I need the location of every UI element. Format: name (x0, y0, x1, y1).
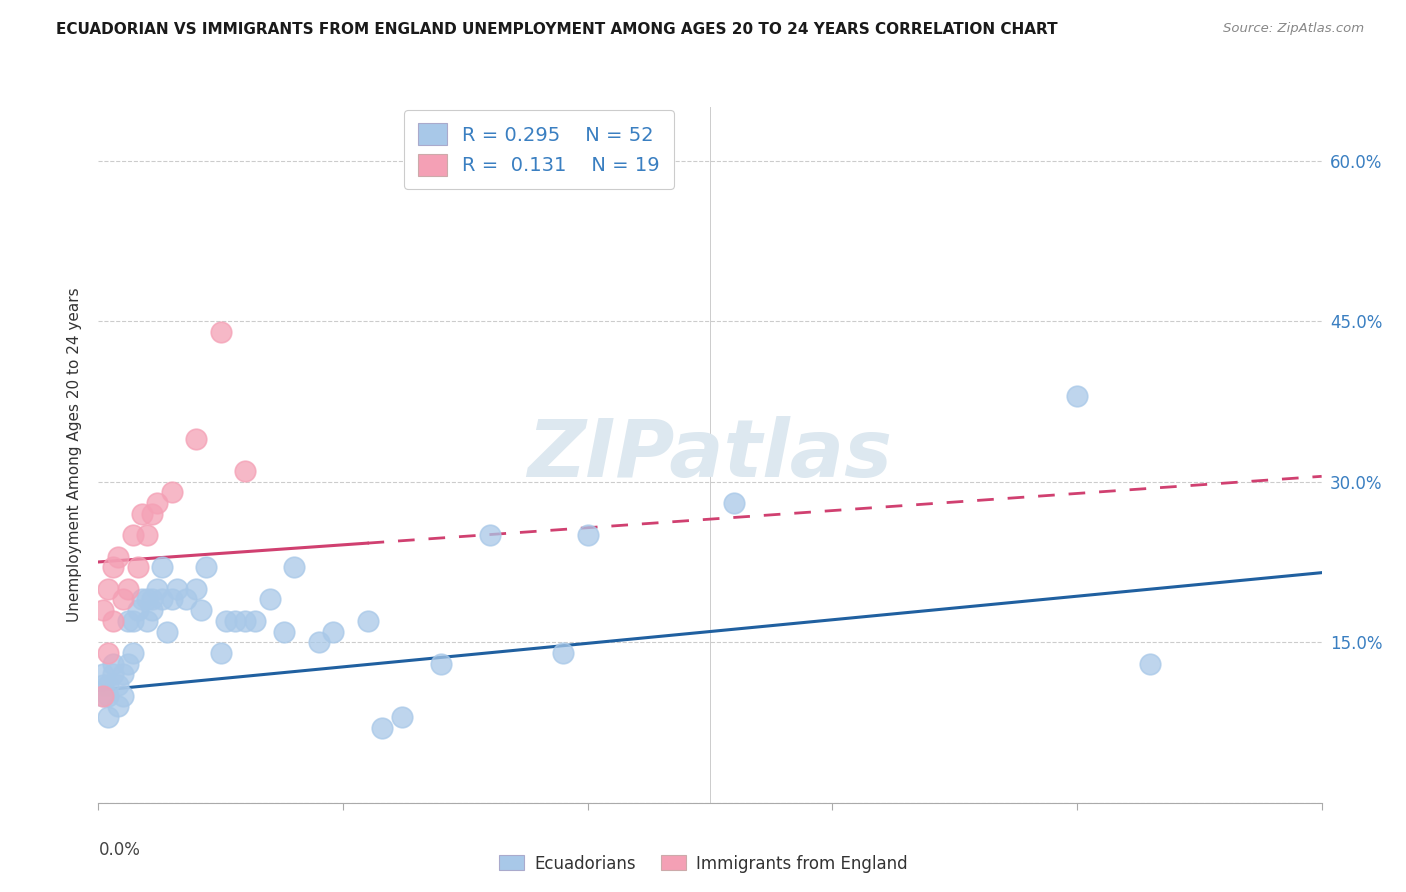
Point (97, 678, 120, 692)
Point (91, 603, 114, 617)
Point (121, 614, 143, 628)
Point (101, 614, 124, 628)
Point (141, 592, 163, 607)
Point (127, 603, 149, 617)
Point (97, 582, 120, 596)
Point (176, 592, 198, 607)
Point (107, 549, 129, 564)
Legend: Ecuadorians, Immigrants from England: Ecuadorians, Immigrants from England (492, 848, 914, 880)
Point (478, 528, 501, 542)
Point (121, 528, 143, 542)
Point (723, 496, 745, 510)
Point (101, 657, 124, 671)
Point (308, 635, 330, 649)
Point (107, 678, 129, 692)
Point (141, 507, 163, 521)
Point (111, 667, 134, 681)
Point (166, 582, 188, 596)
Point (131, 507, 153, 521)
Point (209, 646, 232, 660)
Point (136, 614, 159, 628)
Point (576, 528, 599, 542)
Point (160, 485, 183, 500)
Point (111, 592, 134, 607)
Point (156, 624, 179, 639)
Point (117, 614, 139, 628)
Point (97, 646, 120, 660)
Text: ZIPatlas: ZIPatlas (527, 416, 893, 494)
Point (127, 560, 149, 574)
Point (391, 710, 413, 724)
Point (1066, 389, 1088, 403)
Point (195, 560, 218, 574)
Point (121, 646, 143, 660)
Point (107, 699, 129, 714)
Point (186, 432, 208, 446)
Point (131, 592, 153, 607)
Point (136, 592, 159, 607)
Point (111, 689, 134, 703)
Point (101, 560, 124, 574)
Point (141, 603, 163, 617)
Point (273, 624, 295, 639)
Point (190, 603, 212, 617)
Text: Source: ZipAtlas.com: Source: ZipAtlas.com (1223, 22, 1364, 36)
Point (209, 325, 232, 339)
Point (214, 614, 236, 628)
Point (356, 614, 378, 628)
Point (117, 657, 139, 671)
Point (97, 689, 120, 703)
Point (160, 592, 183, 607)
Point (243, 614, 266, 628)
Point (146, 496, 169, 510)
Point (371, 721, 394, 735)
Point (553, 646, 575, 660)
Point (259, 592, 281, 607)
Point (117, 582, 139, 596)
Point (101, 667, 124, 681)
Point (91, 689, 114, 703)
Point (91, 667, 114, 681)
Y-axis label: Unemployment Among Ages 20 to 24 years: Unemployment Among Ages 20 to 24 years (67, 287, 83, 623)
Point (283, 560, 305, 574)
Point (136, 528, 159, 542)
Point (150, 592, 173, 607)
Point (91, 678, 114, 692)
Point (1139, 657, 1161, 671)
Point (322, 624, 344, 639)
Point (91, 689, 114, 703)
Point (97, 710, 120, 724)
Point (186, 582, 208, 596)
Text: 0.0%: 0.0% (98, 841, 141, 859)
Point (233, 464, 256, 478)
Point (150, 560, 173, 574)
Legend: R = 0.295    N = 52, R =  0.131    N = 19: R = 0.295 N = 52, R = 0.131 N = 19 (404, 110, 673, 189)
Point (430, 657, 453, 671)
Point (233, 614, 256, 628)
Point (146, 582, 169, 596)
Text: ECUADORIAN VS IMMIGRANTS FROM ENGLAND UNEMPLOYMENT AMONG AGES 20 TO 24 YEARS COR: ECUADORIAN VS IMMIGRANTS FROM ENGLAND UN… (56, 22, 1057, 37)
Point (224, 614, 246, 628)
